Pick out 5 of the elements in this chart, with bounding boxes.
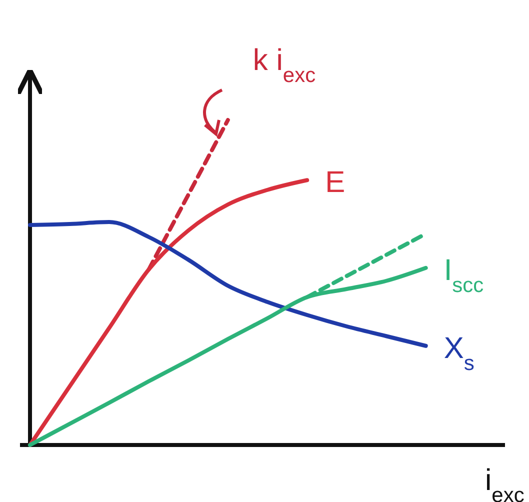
series-label: I$_{scc}$ [444, 254, 484, 296]
x-axis-title: i$_{exc}$ [485, 464, 524, 502]
series-label: E [325, 166, 346, 200]
series-label: k i$_{exc}$ [252, 44, 316, 86]
series-label: X$_{s}$ [444, 332, 474, 374]
